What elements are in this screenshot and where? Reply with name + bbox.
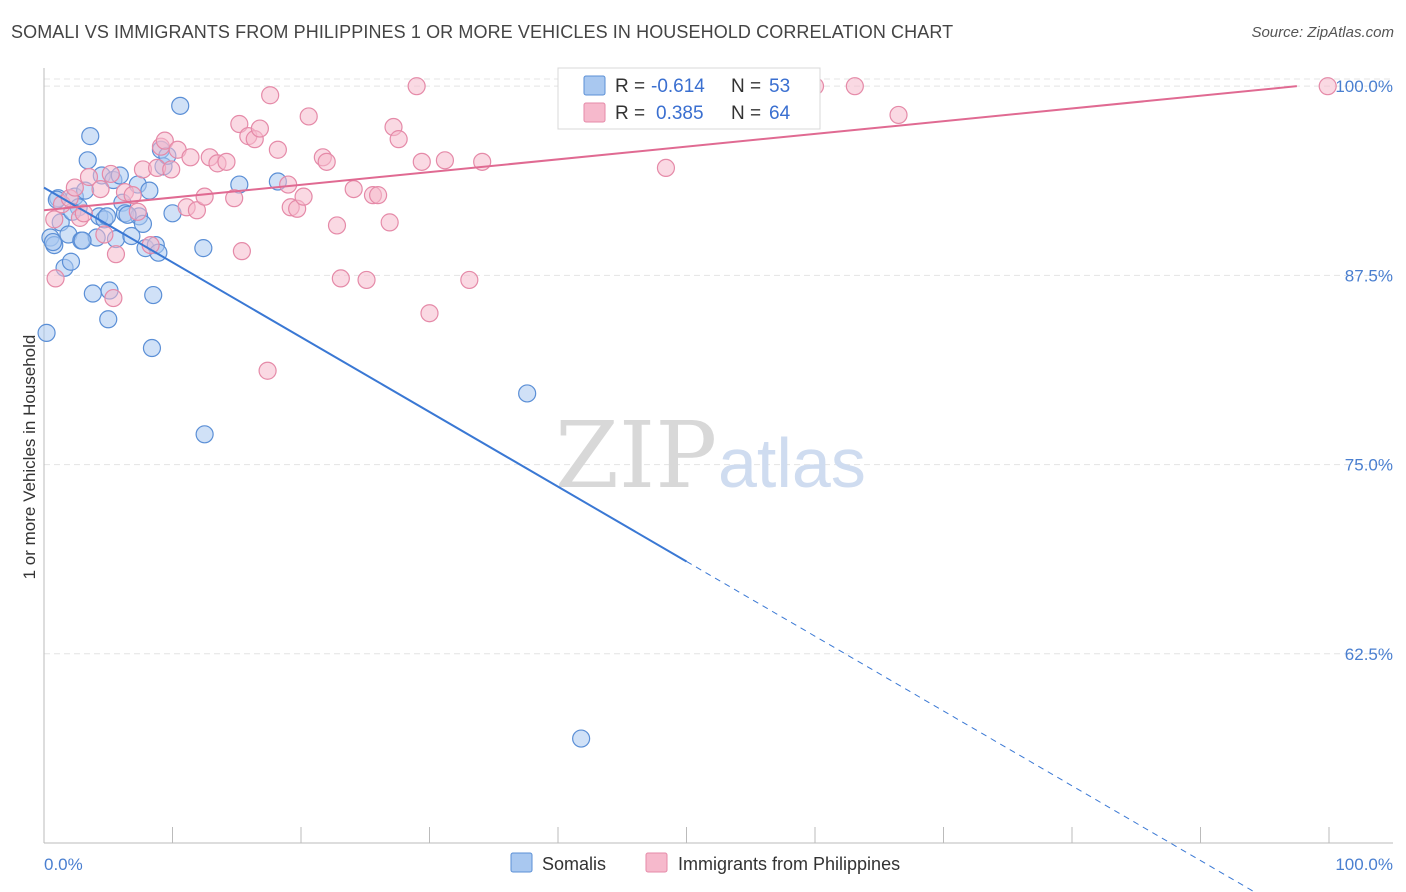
- phil-point-61: [656, 158, 676, 178]
- phil-point-49: [357, 270, 376, 290]
- legend-label-somalis: Somalis: [542, 854, 606, 874]
- y-tick-label-3: 100.0%: [1335, 77, 1393, 96]
- somali-point-12: [78, 151, 97, 170]
- source-credit: Source: ZipAtlas.com: [1251, 24, 1394, 41]
- y-axis-title: 1 or more Vehicles in Household: [20, 335, 39, 580]
- somalis-points: [37, 96, 591, 748]
- phil-point-12: [106, 245, 126, 264]
- trend-lines: [43, 85, 1297, 892]
- phil-point-0: [45, 210, 64, 229]
- phil-point-4: [65, 178, 84, 197]
- watermark: ZIP atlas: [555, 402, 866, 509]
- somali-r-value: -0.614: [651, 76, 705, 97]
- chart-title: SOMALI VS IMMIGRANTS FROM PHILIPPINES 1 …: [11, 22, 954, 42]
- somali-point-0: [37, 323, 56, 342]
- somali-point-14: [83, 284, 102, 303]
- phil-point-26: [195, 187, 214, 206]
- phil-point-15: [128, 202, 147, 221]
- phil-point-58: [435, 151, 455, 170]
- y-tick-label-2: 87.5%: [1345, 266, 1393, 285]
- phil-point-42: [294, 187, 313, 206]
- legend-swatch-philippines: [645, 852, 668, 873]
- stats-box: R = -0.614 N = 53 R = 0.385 N = 64: [557, 67, 821, 130]
- somali-n-label: N =: [731, 76, 761, 97]
- phil-point-8: [91, 179, 110, 199]
- phil-point-47: [331, 269, 350, 288]
- phil-point-51: [369, 186, 388, 205]
- phil-point-31: [230, 114, 249, 134]
- phil-point-24: [181, 148, 200, 167]
- phil-point-9: [95, 225, 114, 244]
- somali-trend-line: [43, 186, 688, 563]
- phil-point-29: [217, 152, 236, 171]
- somali-point-32: [142, 338, 162, 358]
- somali-point-40: [171, 96, 190, 115]
- phil-point-1: [46, 269, 65, 288]
- somali-n-value: 53: [769, 76, 790, 97]
- phil-n-label: N =: [731, 103, 761, 124]
- x-tick-label-max: 100.0%: [1335, 855, 1393, 874]
- phil-point-20: [155, 131, 174, 150]
- somali-point-7: [61, 252, 81, 271]
- somali-point-13: [81, 127, 100, 146]
- phil-n-value: 64: [769, 103, 791, 124]
- phil-point-30: [225, 189, 244, 208]
- phil-swatch: [583, 102, 606, 123]
- phil-point-38: [268, 140, 287, 159]
- phil-point-59: [460, 270, 479, 290]
- phil-point-11: [104, 288, 123, 308]
- y-tick-label-0: 62.5%: [1345, 645, 1393, 664]
- somali-point-41: [194, 239, 213, 258]
- x-tick-label-min: 0.0%: [44, 855, 83, 874]
- phil-point-25: [187, 201, 207, 220]
- phil-point-63: [845, 77, 864, 96]
- legend-swatch-somalis: [510, 852, 533, 873]
- somali-point-50: [73, 231, 92, 250]
- somali-trend-extension: [686, 561, 1256, 892]
- phil-point-46: [327, 216, 347, 235]
- phil-point-48: [344, 179, 363, 199]
- somali-point-31: [140, 181, 159, 200]
- gridlines: [44, 78, 1393, 655]
- phil-point-54: [389, 130, 408, 149]
- watermark-atlas: atlas: [718, 424, 866, 502]
- phil-point-36: [258, 361, 277, 380]
- phil-point-64: [889, 105, 908, 125]
- watermark-zip: ZIP: [555, 402, 717, 509]
- somali-point-46: [572, 729, 591, 748]
- phil-point-43: [299, 107, 318, 126]
- legend-label-philippines: Immigrants from Philippines: [678, 854, 900, 874]
- phil-point-7: [79, 167, 99, 187]
- somali-point-45: [518, 384, 537, 403]
- phil-point-55: [407, 77, 426, 96]
- phil-point-52: [380, 213, 399, 232]
- phil-r-label: R =: [615, 103, 645, 124]
- phil-point-65: [1318, 77, 1337, 96]
- phil-point-56: [412, 152, 431, 171]
- somali-r-label: R =: [615, 76, 645, 97]
- phil-point-37: [261, 86, 280, 105]
- phil-point-57: [420, 304, 439, 323]
- phil-point-35: [250, 119, 269, 138]
- phil-point-10: [101, 164, 120, 184]
- y-tick-labels: 62.5% 75.0% 87.5% 100.0%: [1335, 77, 1393, 664]
- somali-point-47: [43, 232, 63, 252]
- y-tick-label-1: 75.0%: [1345, 456, 1393, 475]
- somali-point-33: [144, 285, 163, 305]
- phil-point-32: [232, 242, 251, 261]
- phil-point-21: [162, 160, 181, 179]
- somali-swatch: [583, 75, 606, 96]
- somali-point-42: [195, 425, 214, 444]
- philippines-trend-line: [43, 85, 1297, 212]
- somali-point-19: [99, 310, 118, 329]
- axes: [43, 68, 1393, 844]
- phil-r-value: 0.385: [656, 103, 704, 124]
- somali-point-51: [97, 207, 117, 226]
- phil-point-45: [317, 152, 336, 171]
- legend: Somalis Immigrants from Philippines: [510, 852, 900, 874]
- phil-point-14: [123, 186, 142, 205]
